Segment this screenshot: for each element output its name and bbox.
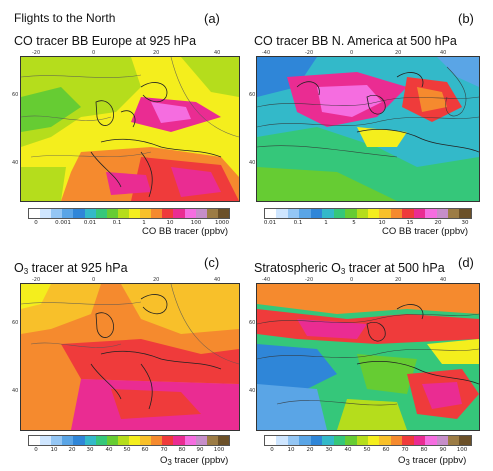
panel-a-tick-7: 100: [190, 220, 202, 226]
panel-d-lon-label-4: 20: [395, 277, 402, 283]
panel-d-tick-6: 50: [363, 447, 371, 453]
panel-a-map: [20, 56, 240, 202]
panel-d-tick-11: 100: [456, 447, 468, 453]
panel-d-lat-label-2: 40: [249, 388, 256, 394]
panel-c-tick-11: 100: [213, 447, 225, 453]
panel-b-colorbar-label: CO BB tracer (ppbv): [382, 226, 469, 237]
panel-c-tick-2: 10: [50, 447, 58, 453]
panel-a-lon-label-3: 20: [153, 50, 160, 56]
panel-d-colorbar-label: O3 tracer (ppbv): [398, 455, 467, 467]
panel-b-lon-label-4: 20: [395, 50, 402, 56]
panel-b-tick-8: 30: [461, 220, 469, 226]
panel-c-tick-4: 30: [86, 447, 94, 453]
panel-c-tick-9: 80: [178, 447, 186, 453]
panel-a-tick-2: 0.001: [55, 220, 71, 226]
panel-c-tick-5: 40: [105, 447, 113, 453]
panel-a-tick-1: 0: [34, 220, 38, 226]
panel-b-lon-label-1: -40: [262, 50, 271, 56]
panel-c-lon-label-3: 20: [153, 277, 160, 283]
panel-a-lat-label-2: 40: [12, 160, 19, 166]
panel-d-tick-1: 0: [270, 447, 274, 453]
panel-b-colorbar: [264, 208, 472, 219]
panel-c-tick-10: 90: [196, 447, 204, 453]
panel-d-tag: (d): [458, 255, 474, 270]
panel-b-tick-1: 0.01: [263, 220, 277, 226]
panel-c-tag: (c): [204, 255, 220, 270]
panel-d-tick-2: 10: [287, 447, 295, 453]
panel-b-tick-6: 15: [406, 220, 414, 226]
panel-a-lat-label-1: 60: [12, 92, 19, 98]
panel-d-tick-9: 80: [420, 447, 428, 453]
panel-a-tag: (a): [204, 11, 220, 26]
panel-c-tick-3: 20: [68, 447, 76, 453]
panel-c-map: [20, 283, 240, 431]
panel-d-lon-label-3: 0: [350, 277, 354, 283]
panel-a-tick-8: 1000: [215, 220, 229, 226]
panel-c-lat-label-1: 60: [12, 320, 19, 326]
panel-d-colorbar: [264, 435, 472, 446]
panel-c-title: O3 tracer at 925 hPa: [14, 261, 128, 276]
panel-d-lon-label-1: -40: [262, 277, 271, 283]
panel-b-tick-2: 0.1: [293, 220, 303, 226]
panel-b-map: [256, 56, 480, 202]
panel-a-lon-label-2: 0: [92, 50, 96, 56]
panel-c-tick-1: 0: [34, 447, 38, 453]
panel-d-map: [256, 283, 480, 431]
figure-header: Flights to the North: [14, 11, 116, 25]
panel-d-tick-8: 70: [401, 447, 409, 453]
panel-c-tick-8: 70: [160, 447, 168, 453]
panel-b-tick-4: 5: [352, 220, 356, 226]
panel-d-tick-3: 20: [306, 447, 314, 453]
panel-b-lat-label-2: 40: [249, 160, 256, 166]
panel-b-lon-label-5: 40: [440, 50, 447, 56]
panel-c-tick-7: 60: [141, 447, 149, 453]
panel-a-lon-label-1: -20: [32, 50, 41, 56]
panel-a-tick-6: 10: [166, 220, 174, 226]
panel-d-tick-4: 30: [325, 447, 333, 453]
panel-c-colorbar-label: O3 tracer (ppbv): [160, 455, 229, 467]
panel-d-tick-5: 40: [344, 447, 352, 453]
panel-b-tick-3: 1: [324, 220, 328, 226]
panel-c-colorbar: [28, 435, 230, 446]
panel-b-title: CO tracer BB N. America at 500 hPa: [254, 34, 457, 48]
panel-b-tag: (b): [458, 11, 474, 26]
panel-d-tick-7: 60: [382, 447, 390, 453]
panel-a-colorbar: [28, 208, 230, 219]
panel-c-lat-label-2: 40: [12, 388, 19, 394]
panel-c-lon-label-1: -20: [32, 277, 41, 283]
panel-b-tick-5: 10: [378, 220, 386, 226]
panel-d-lon-label-2: -20: [305, 277, 314, 283]
panel-a-colorbar-label: CO BB tracer (ppbv): [142, 226, 229, 237]
panel-c-lon-label-4: 40: [214, 277, 221, 283]
panel-a-title: CO tracer BB Europe at 925 hPa: [14, 34, 197, 48]
panel-b-tick-7: 20: [434, 220, 442, 226]
panel-a-tick-3: 0.01: [83, 220, 97, 226]
panel-a-lon-label-4: 40: [214, 50, 221, 56]
panel-b-lon-label-2: -20: [305, 50, 314, 56]
panel-d-lat-label-1: 60: [249, 320, 256, 326]
panel-a-tick-4: 0.1: [112, 220, 122, 226]
panel-b-lat-label-1: 60: [249, 92, 256, 98]
panel-c-tick-6: 50: [123, 447, 131, 453]
panel-b-lon-label-3: 0: [350, 50, 354, 56]
panel-d-tick-10: 90: [439, 447, 447, 453]
panel-d-title: Stratospheric O3 tracer at 500 hPa: [254, 261, 445, 276]
panel-c-lon-label-2: 0: [92, 277, 96, 283]
panel-a-tick-5: 1: [142, 220, 146, 226]
panel-d-lon-label-5: 40: [440, 277, 447, 283]
